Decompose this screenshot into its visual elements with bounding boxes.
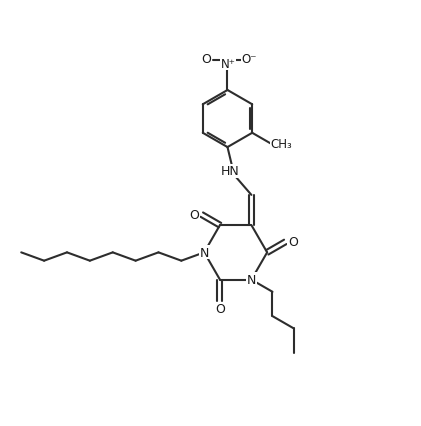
Text: N: N [200, 246, 209, 259]
Text: O: O [215, 303, 225, 316]
Text: N⁺: N⁺ [221, 58, 235, 70]
Text: CH₃: CH₃ [271, 138, 293, 151]
Text: O: O [288, 236, 298, 249]
Text: N: N [247, 273, 256, 286]
Text: O: O [189, 209, 199, 222]
Text: HN: HN [221, 165, 240, 178]
Text: O⁻: O⁻ [242, 52, 257, 66]
Text: O: O [202, 52, 211, 66]
